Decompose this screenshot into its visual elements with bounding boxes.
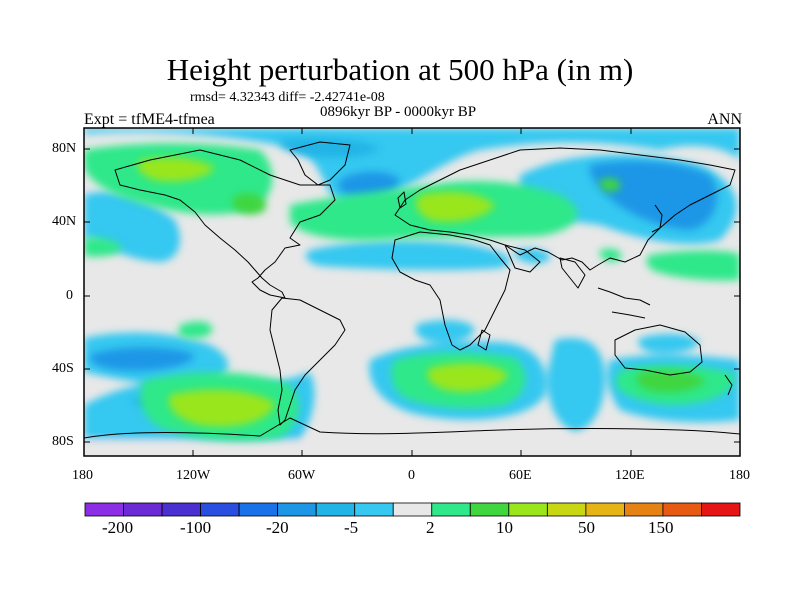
colorbar-swatch [392,502,433,517]
colorbar-label: -20 [266,518,289,537]
colorbar-swatch [701,502,741,517]
experiment-label: Expt = tfME4-tfmea [84,111,215,128]
lon-label-120e: 120E [615,468,645,483]
colorbar-swatch [431,502,471,517]
colorbar-label: -100 [180,518,212,537]
axis-ticks [84,128,740,456]
colorbar-swatch [354,502,394,517]
colorbar-swatch [123,502,163,517]
period-label: 0896kyr BP - 0000kyr BP [320,104,477,120]
lon-label-120w: 120W [176,468,211,483]
colorbar-swatch [508,502,548,517]
season-label: ANN [707,111,742,128]
colorbar-swatch [662,502,702,517]
colorbar-swatch [624,502,664,517]
coastlines [84,141,740,439]
colorbar-label: 2 [426,518,435,537]
lon-label-180w: 180 [72,468,93,483]
colorbar-swatch [200,502,240,517]
lon-label-0: 0 [408,468,415,483]
colorbar-swatch [161,502,201,517]
lat-label-80n: 80N [52,141,77,156]
colorbar-label: 50 [578,518,595,537]
lon-label-60e: 60E [509,468,532,483]
lat-label-80s: 80S [52,434,74,449]
colorbar-swatch [315,502,356,517]
colorbar-swatch [238,502,279,517]
colorbar-label: 150 [648,518,674,537]
colorbar-swatch [469,502,510,517]
lon-label-180e: 180 [729,468,750,483]
colorbar-label: -200 [102,518,134,537]
colorbar-label: 10 [496,518,513,537]
plot-title: Height perturbation at 500 hPa (in m) [166,52,634,87]
colorbar-swatch [585,502,625,517]
lat-label-0: 0 [66,288,73,303]
stats-line: rmsd= 4.32343 diff= -2.42741e-08 [190,90,385,105]
colorbar-label: -5 [344,518,359,537]
colorbar-swatch [84,502,124,517]
contour-fill-lime [137,157,705,427]
colorbar-swatch [277,502,317,517]
lat-label-40s: 40S [52,361,74,376]
lat-label-40n: 40N [52,214,77,229]
colorbar-swatch [546,502,587,517]
lon-label-60w: 60W [288,468,316,483]
colorbar [84,502,741,517]
